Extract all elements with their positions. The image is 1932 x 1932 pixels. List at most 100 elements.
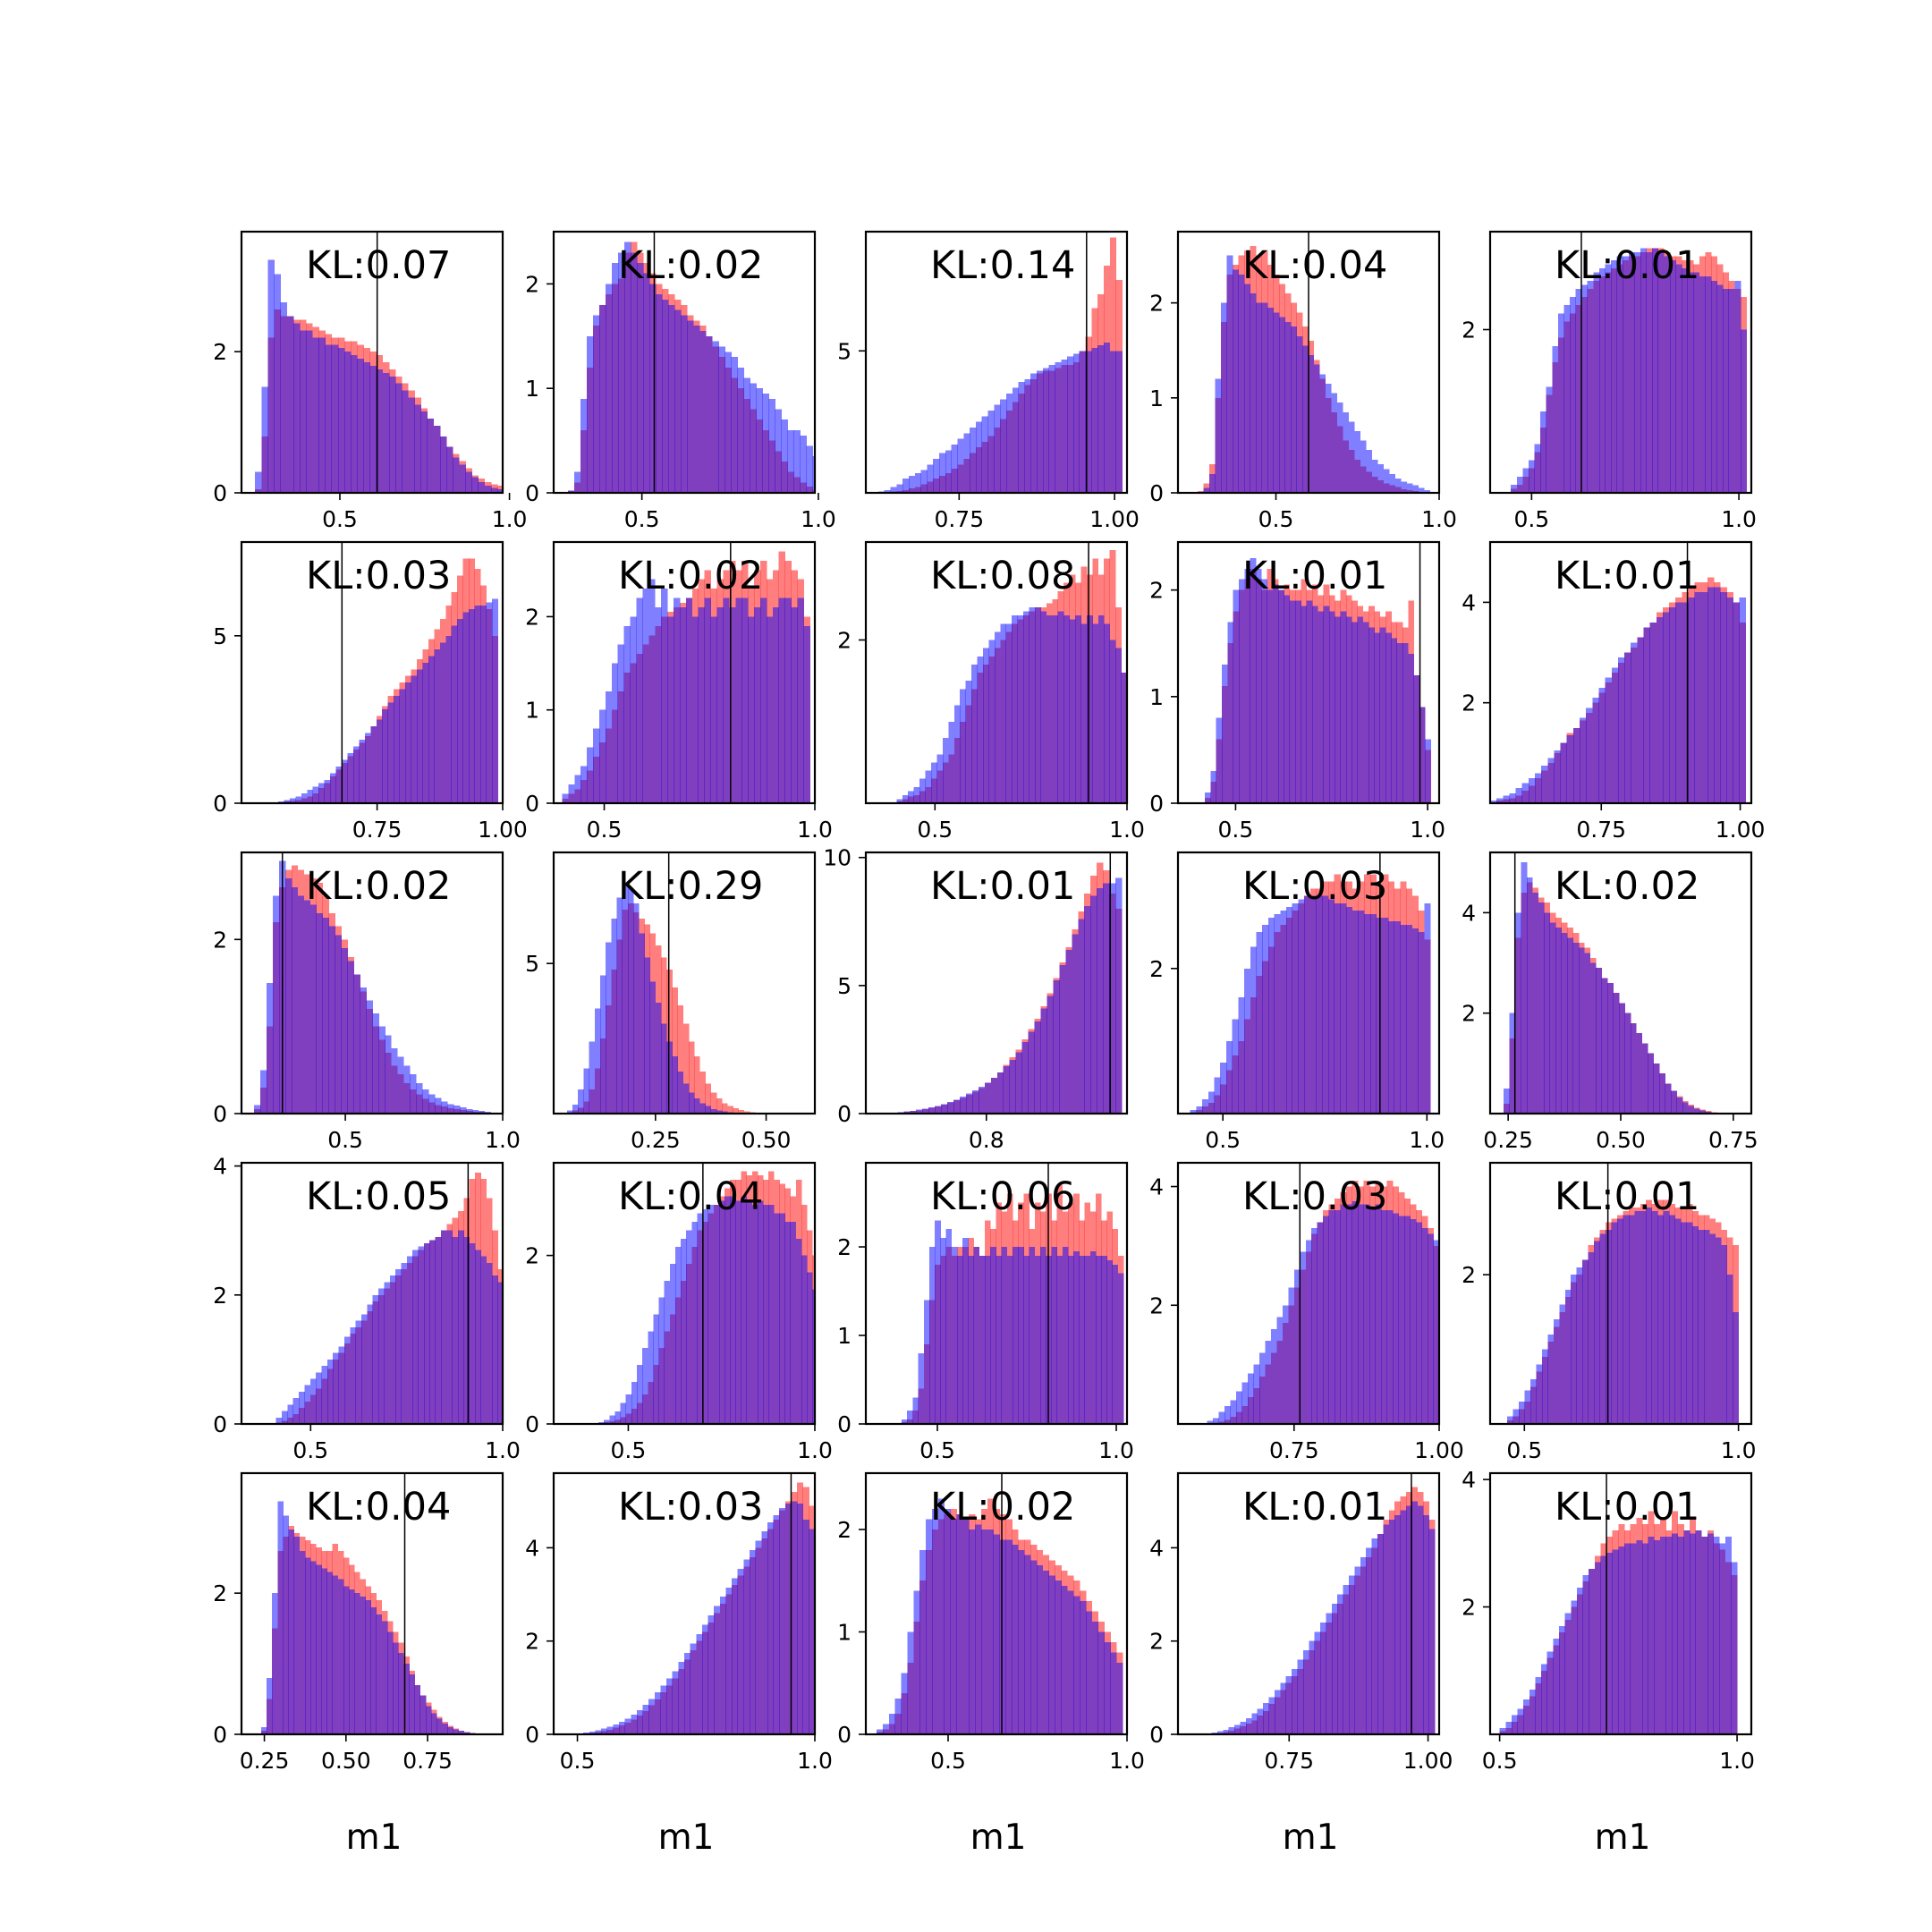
histogram-bar-blue	[1394, 1515, 1401, 1734]
histogram-bar-blue	[1110, 640, 1116, 804]
histogram-bar-blue	[1535, 773, 1542, 803]
histogram-bar-blue	[706, 1106, 712, 1114]
histogram-bar-blue	[365, 733, 371, 803]
histogram-bar-blue	[1073, 1596, 1080, 1734]
histogram-bar-blue	[1244, 969, 1250, 1114]
subplot-18: 0.5 1.0 0 1 2 KL:0.06	[837, 1163, 1134, 1463]
histogram-bar-blue	[453, 458, 460, 493]
x-tick-label: 1.0	[1719, 1748, 1755, 1774]
subplot-4: 0.5 1.0012KL:0.04	[1149, 232, 1457, 532]
y-tick-label: 2	[525, 271, 539, 297]
histogram-bar-blue	[1012, 1545, 1018, 1734]
histogram-bar-blue	[329, 927, 335, 1114]
x-tick-label: 0.25	[240, 1748, 290, 1774]
histogram-bar-blue	[1634, 1211, 1640, 1424]
y-tick-label: 1	[837, 1323, 852, 1349]
histogram-bar-blue	[1535, 1677, 1541, 1734]
histogram-bar-blue	[1035, 1256, 1041, 1424]
y-tick-label: 1	[1149, 386, 1164, 411]
histogram-bar-blue	[1720, 592, 1727, 803]
histogram-bar-blue	[649, 284, 656, 493]
subplot-5: 0.5 1.02KL:0.01	[1462, 232, 1757, 532]
histogram-bar-blue	[1711, 281, 1717, 493]
histogram-bar-blue	[1202, 1099, 1208, 1114]
histogram-bar-blue	[1110, 351, 1116, 493]
histogram-bar-blue	[696, 1634, 702, 1734]
histogram-bar-blue	[1377, 1534, 1384, 1734]
histogram-bar-blue	[763, 1205, 769, 1424]
y-tick-label: 2	[1462, 1001, 1476, 1027]
y-tick-label: 4	[525, 1535, 539, 1561]
subplot-13: 0.80510KL:0.01	[823, 845, 1127, 1153]
histogram-bar-blue	[1554, 750, 1561, 803]
histogram-bar-blue	[1582, 1259, 1589, 1424]
histogram-bar-blue	[1043, 368, 1049, 493]
histogram-bar-blue	[974, 1247, 980, 1424]
histogram-bar-blue	[1352, 911, 1359, 1114]
histogram-bar-blue	[606, 284, 612, 493]
histogram-bar-blue	[261, 1727, 267, 1734]
histogram-bar-blue	[1418, 1506, 1424, 1735]
histogram-bar-blue	[648, 580, 655, 803]
histogram-bar-blue	[1529, 461, 1535, 494]
kl-label: KL:0.01	[1555, 554, 1699, 598]
histogram-bar-blue	[1602, 978, 1608, 1114]
histogram-bar-blue	[625, 1718, 631, 1734]
histogram-bar-red	[504, 488, 511, 493]
histogram-bar-blue	[267, 1678, 273, 1734]
histogram-bar-blue	[738, 1569, 744, 1734]
x-tick-label: 0.5	[930, 1748, 966, 1774]
histogram-bar-blue	[1268, 918, 1275, 1114]
histogram-bar-blue	[1098, 615, 1105, 803]
histogram-bar-blue	[1221, 303, 1227, 493]
histogram-bar-blue	[801, 436, 807, 493]
histogram-bar-blue	[1068, 1256, 1074, 1424]
subplot-22: 0.5 1.0024KL:0.03m1	[525, 1473, 833, 1858]
histogram-bar-blue	[1596, 968, 1602, 1114]
histogram-bar-blue	[672, 1056, 678, 1114]
y-tick-label: 1	[1149, 684, 1164, 710]
y-tick-label: 5	[837, 338, 852, 364]
histogram-bar-blue	[1241, 1383, 1248, 1424]
histogram-bar-blue	[272, 1593, 278, 1734]
histogram-bar-blue	[741, 598, 748, 803]
histogram-bar-blue	[666, 1041, 673, 1114]
x-tick-label: 1.0	[485, 1437, 521, 1463]
histogram-bar-blue	[687, 320, 693, 493]
histogram-bar-blue	[414, 404, 421, 493]
histogram-bar-blue	[681, 1239, 687, 1424]
histogram-bar-blue	[333, 1575, 339, 1734]
subplot-7: 0.5 1.0012KL:0.02	[525, 542, 833, 843]
histogram-bar-blue	[1412, 486, 1419, 493]
kl-label: KL:0.02	[618, 243, 763, 288]
histogram-bar-blue	[1383, 1524, 1389, 1734]
histogram-bar-blue	[574, 775, 580, 803]
histogram-bar-blue	[883, 1724, 889, 1734]
histogram-bar-blue	[779, 1214, 785, 1424]
histogram-bar-blue	[1368, 627, 1375, 803]
histogram-bar-blue	[344, 1337, 351, 1424]
histogram-bar-blue	[1022, 1042, 1029, 1114]
histogram-bar-blue	[1380, 627, 1386, 803]
y-tick-label: 0	[1149, 480, 1164, 506]
histogram-bar-blue	[932, 1509, 938, 1734]
histogram-bar-blue	[1589, 1569, 1595, 1734]
x-tick-label: 0.5	[1513, 506, 1549, 532]
histogram-bar-blue	[1670, 260, 1676, 493]
histogram-bar-blue	[1606, 1230, 1612, 1424]
histogram-bar-blue	[1091, 348, 1097, 493]
histogram-bar-blue	[420, 1696, 427, 1734]
histogram-bar-blue	[342, 759, 348, 803]
histogram-bar-blue	[400, 690, 406, 803]
histogram-bar-blue	[1583, 1575, 1589, 1734]
histogram-bar-blue	[359, 740, 365, 803]
kl-label: KL:0.04	[1242, 243, 1387, 288]
histogram-bar-blue	[424, 1243, 430, 1424]
y-tick-label: 2	[1149, 1292, 1164, 1318]
histogram-bar-blue	[919, 1550, 926, 1734]
histogram-bar-blue	[1389, 1520, 1395, 1734]
histogram-bar-blue	[1726, 597, 1733, 803]
histogram-bar-blue	[957, 439, 963, 493]
histogram-bar-blue	[1279, 318, 1285, 493]
subplot-1: 0.5 1.002KL:0.07	[213, 232, 527, 532]
